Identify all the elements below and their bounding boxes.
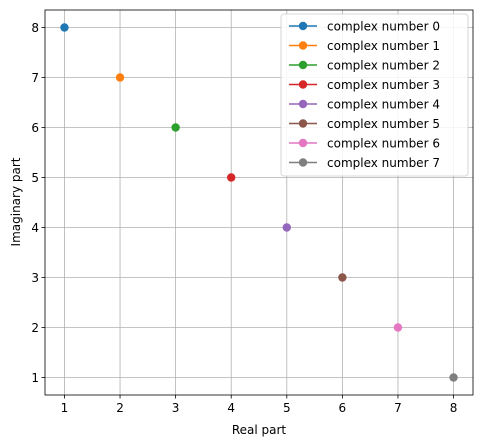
data-points <box>60 23 458 382</box>
x-tick-label: 2 <box>116 401 124 415</box>
legend-label: complex number 5 <box>327 117 440 131</box>
y-tick-label: 7 <box>31 71 39 85</box>
legend-entry: complex number 7 <box>289 156 440 170</box>
data-point-6 <box>393 323 403 332</box>
x-tick-label: 7 <box>394 401 402 415</box>
legend-marker <box>298 99 308 109</box>
data-point-3 <box>227 173 236 182</box>
x-axis-label: Real part <box>232 423 287 437</box>
legend-label: complex number 7 <box>327 156 440 170</box>
data-point-2 <box>171 123 180 132</box>
legend-label: complex number 1 <box>327 39 440 53</box>
data-point-7 <box>449 373 458 382</box>
legend-label: complex number 6 <box>327 137 440 151</box>
y-tick-label: 1 <box>31 371 39 385</box>
legend-entry: complex number 0 <box>289 20 440 34</box>
y-tick-label: 3 <box>31 271 39 285</box>
legend-entry: complex number 5 <box>289 117 440 131</box>
y-tick-label: 6 <box>31 121 39 135</box>
legend-label: complex number 2 <box>327 59 440 73</box>
y-axis-label: Imaginary part <box>9 157 23 246</box>
legend-entry: complex number 4 <box>289 98 440 112</box>
data-point-1 <box>115 73 125 82</box>
x-tick-label: 8 <box>450 401 458 415</box>
legend-label: complex number 4 <box>327 98 440 112</box>
y-tick-label: 2 <box>31 321 39 335</box>
x-tick-label: 6 <box>339 401 347 415</box>
x-tick-label: 1 <box>61 401 69 415</box>
data-point-5 <box>338 273 347 282</box>
legend-marker <box>298 80 308 89</box>
legend-marker <box>298 158 308 167</box>
legend-label: complex number 3 <box>327 78 440 92</box>
y-tick-label: 4 <box>31 221 39 235</box>
x-tick-label: 5 <box>283 401 291 415</box>
legend-marker <box>298 60 308 70</box>
legend-entry: complex number 3 <box>289 78 440 92</box>
data-point-0 <box>60 23 69 32</box>
data-point-4 <box>282 223 291 232</box>
legend-marker <box>298 41 308 50</box>
legend-entry: complex number 6 <box>289 137 440 151</box>
legend-marker <box>298 119 308 128</box>
x-tick-label: 3 <box>172 401 180 415</box>
plot-frame <box>44 9 474 396</box>
legend-label: complex number 0 <box>327 20 440 34</box>
y-tick-label: 8 <box>31 21 39 35</box>
axes: 1 2 3 4 5 6 7 8 1 2 3 4 5 6 7 8 <box>31 9 474 415</box>
x-tick-label: 4 <box>227 401 235 415</box>
legend-marker <box>298 21 308 31</box>
legend-entry: complex number 2 <box>289 59 440 73</box>
legend-marker <box>298 138 308 148</box>
legend: complex number 0 complex number 1 complex … <box>280 13 469 177</box>
legend-entry: complex number 1 <box>289 39 440 53</box>
legend-box <box>280 13 469 177</box>
y-tick-label: 5 <box>31 171 39 185</box>
